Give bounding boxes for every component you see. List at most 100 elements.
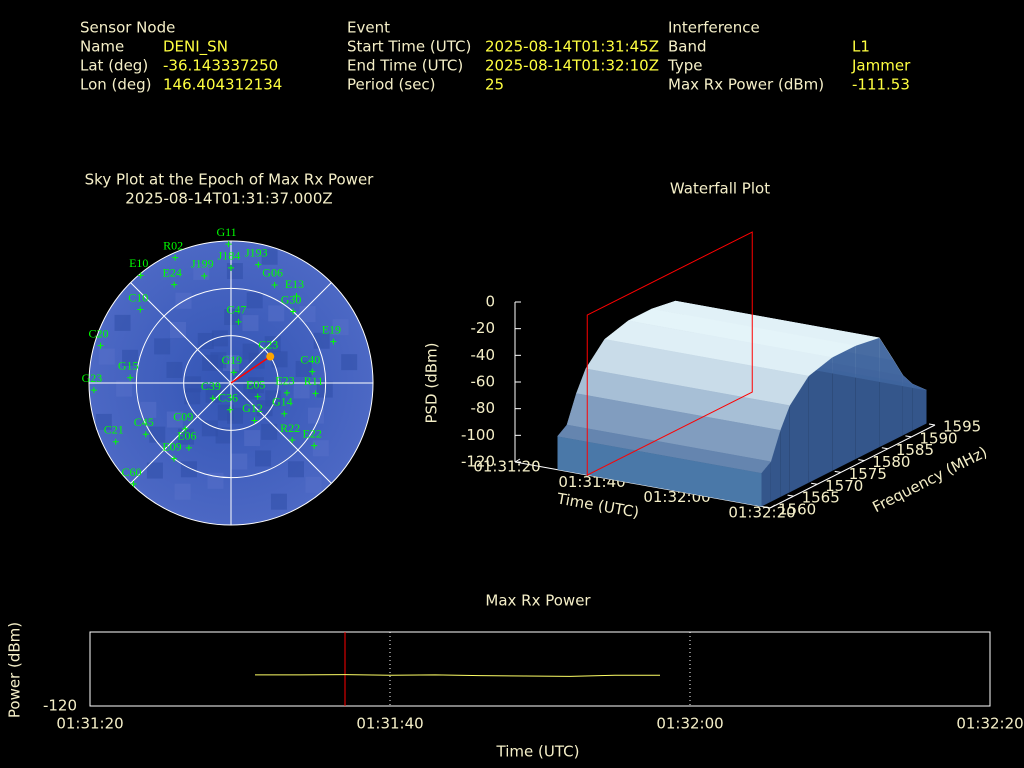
surface-front [780, 405, 790, 497]
sky-patch [307, 407, 324, 424]
sky-patch [211, 330, 228, 347]
field-value: -36.143337250 [163, 57, 278, 75]
satellite-marker [271, 281, 278, 288]
satellite-marker [309, 368, 316, 375]
sky-patch [268, 305, 285, 322]
sky-patch [332, 319, 349, 336]
satellite-label: C23 [258, 337, 278, 351]
y-axis [769, 424, 936, 509]
z-tick-label: -60 [471, 373, 496, 391]
sky-patch [226, 263, 243, 280]
field-value: 25 [485, 76, 504, 94]
sky-patch [95, 413, 112, 430]
satellite-label: E13 [285, 277, 304, 291]
y-tick-label: 1585 [896, 441, 934, 459]
azimuth-line [130, 282, 232, 384]
sky-patch [180, 461, 197, 478]
sky-patch [242, 315, 259, 332]
y-tick [763, 506, 771, 509]
y-tick [811, 482, 818, 485]
x-tick-label: 01:31:20 [473, 458, 540, 476]
satellite-marker [137, 272, 144, 279]
section-title: Interference [668, 19, 760, 37]
satellite-label: J184 [218, 249, 241, 263]
field-label: End Time (UTC) [347, 57, 463, 75]
x-tick [769, 504, 776, 509]
y-tick-label: 1575 [849, 465, 887, 483]
satellite-label: G14 [272, 395, 293, 409]
satellite-label: R02 [163, 238, 183, 252]
sky-patch [197, 332, 214, 349]
satellite-marker [209, 395, 216, 402]
satellite-label: E22 [302, 426, 321, 440]
x-tick-label: 01:31:20 [56, 715, 123, 733]
sky-patch [122, 349, 139, 366]
sky-patch [255, 450, 272, 467]
satellite-marker [251, 417, 258, 424]
y-tick [881, 447, 888, 450]
section-title: Sensor Node [80, 19, 175, 37]
sky-patch [174, 483, 191, 500]
time-marker-plane [586, 231, 753, 476]
sky-patch [231, 453, 248, 470]
satellite-marker [228, 264, 234, 271]
field-value: -111.53 [852, 76, 910, 94]
x-tick-label: 01:32:20 [728, 504, 795, 522]
satellite-label: R11 [304, 374, 324, 388]
satellite-label: R22 [280, 421, 300, 435]
field-value: L1 [852, 38, 870, 56]
field-label: Type [667, 57, 702, 75]
satellite-marker [293, 293, 300, 300]
surface-front [770, 430, 781, 502]
sky-patch [201, 420, 218, 437]
satellite-label: C47 [226, 303, 246, 317]
y-tick [834, 470, 841, 473]
satellite-marker [289, 437, 296, 444]
field-value: DENI_SN [163, 38, 228, 57]
z-axis-label: PSD (dBm) [423, 342, 441, 423]
satellite-label: C40 [300, 352, 320, 366]
x-axis-label: Time (UTC) [496, 743, 580, 761]
sky-patch [305, 476, 322, 493]
y-tick-label: 1565 [802, 489, 840, 507]
sky-patch [341, 354, 358, 371]
satellite-label: G19 [222, 353, 243, 367]
sky-patch [293, 382, 310, 399]
satellite-label: C10 [128, 290, 148, 304]
field-value: 2025-08-14T01:32:10Z [485, 57, 659, 75]
sky-patch [185, 376, 202, 393]
sky-patch [210, 352, 227, 369]
satellite-marker [142, 431, 149, 438]
field-label: Name [80, 38, 124, 56]
satellite-marker [227, 406, 234, 413]
surface-front [832, 345, 856, 471]
satellite-label: C09 [173, 409, 193, 423]
sky-patch [114, 314, 131, 331]
surface-front [808, 357, 833, 483]
y-tick-label: 1570 [825, 477, 863, 495]
chart-title: Waterfall Plot [670, 180, 770, 198]
sky-patch [215, 427, 232, 444]
y-tick-label: 1595 [943, 418, 981, 436]
sky-patch [248, 352, 265, 369]
field-label: Period (sec) [347, 76, 436, 94]
satellite-marker [312, 390, 319, 397]
satellite-label: C20 [89, 326, 109, 340]
field-label: Max Rx Power (dBm) [668, 76, 824, 94]
power-line [255, 674, 660, 677]
satellite-marker [255, 261, 262, 268]
satellite-label: E24 [163, 265, 182, 279]
satellite-marker [230, 369, 237, 376]
x-tick-label: 01:32:20 [956, 715, 1023, 733]
y-tick [928, 423, 936, 426]
chart-title: Sky Plot at the Epoch of Max Rx Power [85, 171, 375, 189]
y-tick-label: -120 [43, 697, 77, 715]
satellite-marker [311, 442, 318, 449]
surface-front [855, 337, 880, 460]
azimuth-line [130, 382, 232, 484]
x-tick-label: 01:32:00 [656, 715, 723, 733]
y-tick [858, 459, 865, 462]
highlight-satellite [266, 352, 275, 361]
y-tick-label: 1560 [778, 501, 816, 519]
